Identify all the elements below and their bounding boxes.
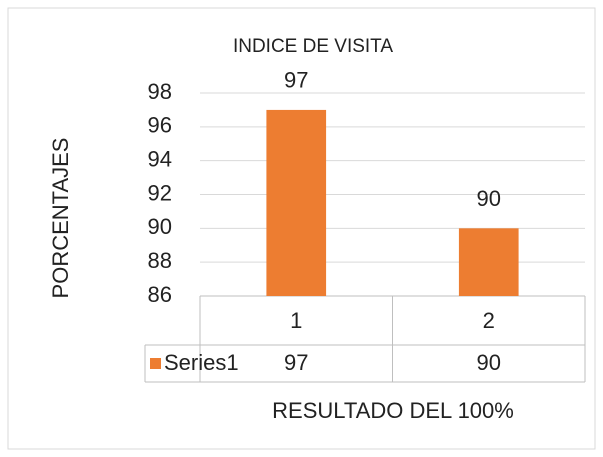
y-tick-label: 94: [148, 146, 172, 171]
x-axis-label: RESULTADO DEL 100%: [272, 398, 514, 423]
x-tick-label: 1: [290, 308, 302, 333]
legend-key: [150, 358, 161, 369]
y-tick-label: 86: [148, 282, 172, 307]
y-tick-label: 90: [148, 214, 172, 239]
bar: [458, 228, 519, 296]
y-tick-label: 96: [148, 113, 172, 138]
x-tick-label: 2: [483, 308, 495, 333]
data-label: 97: [284, 68, 308, 93]
table-value: 90: [477, 350, 501, 375]
y-tick-label: 98: [148, 79, 172, 104]
y-tick-label: 88: [148, 248, 172, 273]
data-label: 90: [477, 186, 501, 211]
y-tick-label: 92: [148, 180, 172, 205]
table-value: 97: [284, 350, 308, 375]
chart-title: INDICE DE VISITA: [233, 36, 393, 57]
y-axis-label: PORCENTAJES: [48, 138, 73, 299]
bar: [266, 109, 327, 297]
legend-label: Series1: [164, 350, 239, 375]
